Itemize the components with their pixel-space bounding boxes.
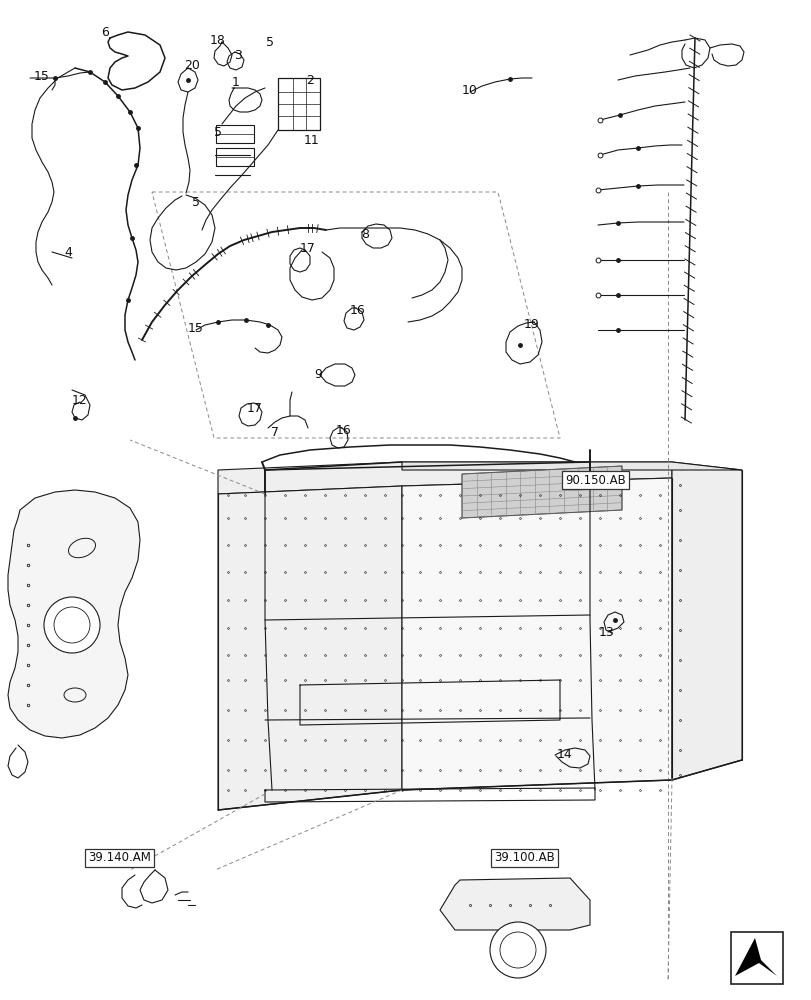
Polygon shape (401, 478, 672, 790)
Polygon shape (672, 462, 741, 780)
Text: 39.100.AB: 39.100.AB (493, 851, 554, 864)
Text: 3: 3 (234, 49, 242, 62)
Text: 16: 16 (350, 304, 366, 316)
Polygon shape (440, 878, 590, 930)
Text: 20: 20 (184, 59, 200, 72)
Bar (216, 125, 254, 143)
Polygon shape (217, 462, 672, 494)
Text: 11: 11 (304, 134, 320, 147)
Circle shape (54, 607, 90, 643)
Polygon shape (401, 462, 741, 470)
Polygon shape (217, 486, 401, 810)
Text: 18: 18 (210, 34, 225, 47)
Text: 15: 15 (34, 70, 49, 83)
Text: 7: 7 (271, 426, 279, 438)
Bar (277, 78, 320, 130)
Polygon shape (461, 466, 621, 518)
Polygon shape (734, 938, 776, 976)
Text: 19: 19 (523, 318, 539, 332)
Text: 10: 10 (461, 84, 478, 97)
Text: 9: 9 (314, 368, 321, 381)
Text: 13: 13 (599, 626, 614, 639)
Text: 16: 16 (336, 424, 351, 436)
Text: 8: 8 (361, 229, 368, 241)
Text: 4: 4 (64, 246, 72, 259)
Text: 15: 15 (188, 322, 204, 334)
Text: 6: 6 (101, 26, 109, 39)
Text: 12: 12 (72, 393, 88, 406)
Text: 5: 5 (266, 36, 273, 49)
Text: 39.140.AM: 39.140.AM (88, 851, 151, 864)
Circle shape (500, 932, 535, 968)
Circle shape (489, 922, 545, 978)
Bar (730, 932, 782, 984)
Text: 5: 5 (214, 126, 221, 139)
Text: 17: 17 (300, 241, 315, 254)
Text: 14: 14 (556, 748, 573, 762)
Text: 1: 1 (232, 76, 239, 89)
Bar (216, 148, 254, 166)
Text: 90.150.AB: 90.150.AB (564, 474, 625, 487)
Text: 17: 17 (247, 401, 263, 414)
Text: 5: 5 (191, 196, 200, 209)
Circle shape (44, 597, 100, 653)
Text: 2: 2 (306, 74, 314, 87)
Polygon shape (8, 490, 139, 738)
